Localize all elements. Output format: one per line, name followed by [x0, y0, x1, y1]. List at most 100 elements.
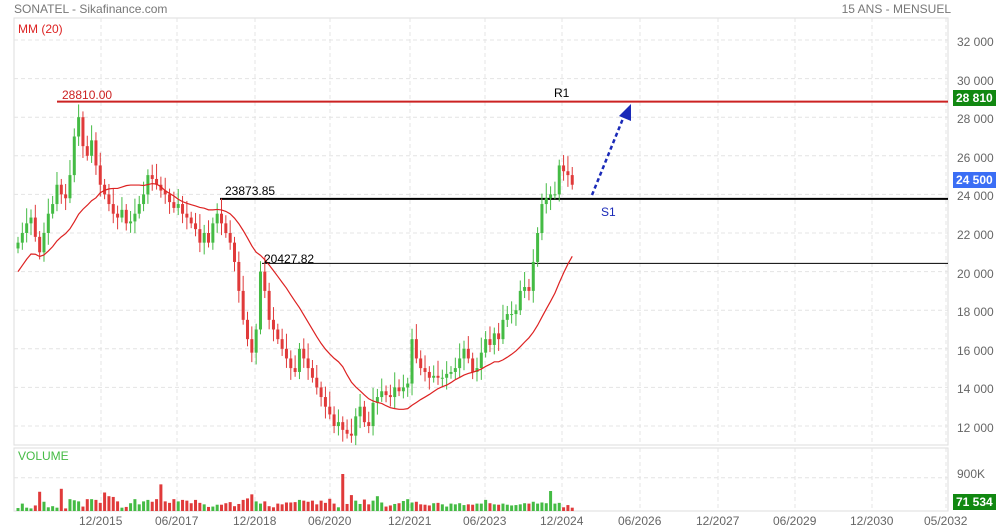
volume-bar: [367, 504, 371, 511]
r1-label: R1: [554, 86, 570, 100]
volume-bar: [531, 501, 535, 511]
volume-bar: [384, 506, 388, 511]
candle-body: [207, 233, 211, 243]
candle-body: [129, 221, 133, 224]
volume-bar: [462, 505, 466, 511]
volume-bar: [484, 499, 488, 511]
volume-bar: [284, 502, 288, 511]
candle-body: [570, 175, 574, 185]
candle-body: [220, 213, 224, 224]
volume-legend: VOLUME: [18, 449, 69, 463]
candle-body: [133, 213, 137, 222]
volume-bar: [150, 501, 154, 511]
candle-body: [406, 383, 410, 388]
last-price-tag: 24 500: [953, 172, 996, 188]
volume-bar: [371, 500, 375, 511]
volume-bar: [302, 500, 306, 511]
volume-bar: [423, 504, 427, 511]
volume-bar: [354, 500, 358, 511]
candle-body: [336, 422, 340, 426]
volume-bar: [505, 504, 509, 511]
volume-bar: [514, 505, 518, 511]
candle-body: [94, 140, 98, 166]
r1-price-tag: 28 810: [953, 90, 996, 106]
candle-body: [202, 233, 206, 243]
candle-body: [557, 165, 561, 195]
candle-body: [20, 233, 24, 243]
x-tick-label: 12/2018: [233, 514, 277, 528]
volume-bar: [540, 502, 544, 511]
candle-body: [116, 213, 120, 218]
candle-body: [194, 223, 198, 230]
candle-body: [111, 204, 115, 214]
support2-value-label: 20427.82: [264, 252, 315, 266]
candle-body: [306, 358, 310, 369]
x-tick-label: 12/2027: [696, 514, 740, 528]
y-tick-label: 20 000: [957, 266, 994, 281]
volume-bar: [168, 502, 172, 511]
volume-bar: [553, 503, 557, 511]
candle-body: [410, 339, 414, 384]
volume-bar: [332, 503, 336, 511]
x-tick-label: 06/2023: [463, 514, 507, 528]
candle-body: [427, 371, 431, 378]
candle-body: [224, 223, 228, 233]
volume-bar: [220, 504, 224, 511]
candle-body: [150, 175, 154, 179]
volume-bar: [116, 501, 120, 511]
candle-body: [185, 213, 189, 218]
candle-body: [33, 217, 37, 237]
candle-body: [505, 314, 509, 320]
volume-bar: [137, 504, 141, 511]
volume-bar: [254, 501, 258, 511]
y-tick-label: 16 000: [957, 343, 994, 358]
volume-bar: [120, 507, 124, 511]
candle-body: [510, 314, 514, 316]
candle-body: [297, 348, 301, 372]
candle-body: [445, 373, 449, 378]
candle-body: [449, 371, 453, 374]
volume-bar: [410, 502, 414, 511]
volume-bar: [51, 506, 55, 511]
candle-body: [293, 368, 297, 372]
volume-bar: [375, 496, 379, 511]
candle-body: [38, 236, 42, 253]
volume-bar: [90, 499, 94, 511]
y-tick-label: 18 000: [957, 305, 994, 320]
volume-bar: [111, 496, 115, 511]
volume-bar: [440, 504, 444, 511]
volume-bar: [271, 507, 275, 511]
candle-body: [85, 146, 89, 156]
volume-bar: [393, 503, 397, 511]
volume-bar: [263, 501, 267, 511]
volume-bar: [185, 500, 189, 511]
period-label: 15 ANS - MENSUEL: [841, 2, 951, 16]
x-tick-label: 12/2015: [79, 514, 123, 528]
candle-body: [323, 397, 327, 407]
candle-body: [68, 175, 72, 199]
volume-bar: [362, 499, 366, 511]
volume-bar: [81, 506, 85, 511]
candle-body: [163, 190, 167, 195]
candle-body: [367, 422, 371, 426]
volume-bar: [501, 503, 505, 511]
y-tick-label: 28 000: [957, 112, 994, 127]
r1-value-label: 28810.00: [62, 88, 113, 102]
volume-bar: [64, 508, 68, 511]
volume-bar: [497, 504, 501, 511]
candle-body: [168, 194, 172, 203]
volume-bar: [107, 496, 111, 511]
volume-bar: [492, 504, 496, 511]
candle-body: [51, 204, 55, 214]
volume-bar: [289, 502, 293, 511]
candle-body: [228, 233, 232, 243]
volume-bar: [237, 503, 241, 511]
volume-bar: [211, 506, 215, 511]
candle-body: [562, 165, 566, 172]
candle-body: [250, 339, 254, 353]
candle-body: [540, 204, 544, 233]
volume-bar: [250, 494, 254, 511]
candle-body: [64, 194, 68, 199]
candle-body: [536, 233, 540, 262]
candle-body: [258, 271, 262, 330]
